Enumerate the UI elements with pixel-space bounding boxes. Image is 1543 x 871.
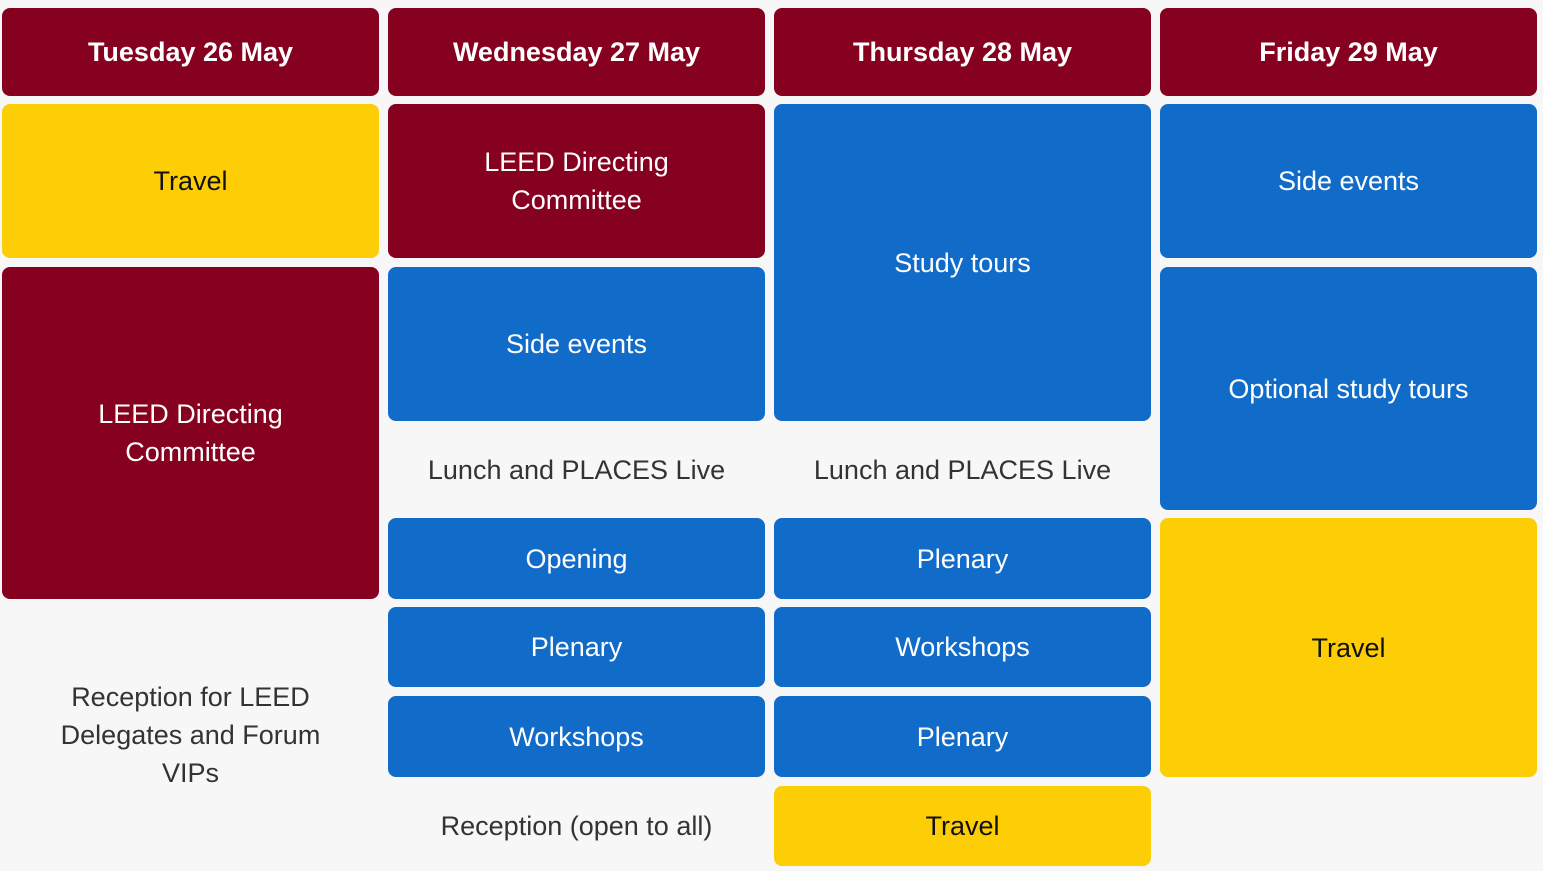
- event-plenary[interactable]: Plenary: [774, 518, 1151, 599]
- day-header-tuesday: Tuesday 26 May: [2, 8, 379, 96]
- event-lunch-places-live: Lunch and PLACES Live: [427, 454, 726, 485]
- event-workshops[interactable]: Workshops: [774, 607, 1151, 687]
- event-travel[interactable]: Travel: [2, 104, 379, 258]
- event-travel[interactable]: Travel: [774, 786, 1151, 866]
- event-reception-open: Reception (open to all): [440, 811, 713, 841]
- event-workshops[interactable]: Workshops: [388, 696, 765, 777]
- event-opening[interactable]: Opening: [388, 518, 765, 599]
- event-travel[interactable]: Travel: [1160, 518, 1537, 777]
- day-header-friday: Friday 29 May: [1160, 8, 1537, 96]
- event-side-events[interactable]: Side events: [388, 267, 765, 421]
- event-plenary[interactable]: Plenary: [388, 607, 765, 687]
- event-optional-study-tours[interactable]: Optional study tours: [1160, 267, 1537, 510]
- event-lunch-places-live: Lunch and PLACES Live: [813, 454, 1112, 485]
- day-header-thursday: Thursday 28 May: [774, 8, 1151, 96]
- event-leed-directing-committee[interactable]: LEED Directing Committee: [2, 267, 379, 599]
- event-plenary[interactable]: Plenary: [774, 696, 1151, 777]
- event-reception-leed: Reception for LEED Delegates and Forum V…: [60, 682, 321, 788]
- day-header-wednesday: Wednesday 27 May: [388, 8, 765, 96]
- event-side-events[interactable]: Side events: [1160, 104, 1537, 258]
- event-leed-directing-committee[interactable]: LEED Directing Committee: [388, 104, 765, 258]
- event-study-tours[interactable]: Study tours: [774, 104, 1151, 421]
